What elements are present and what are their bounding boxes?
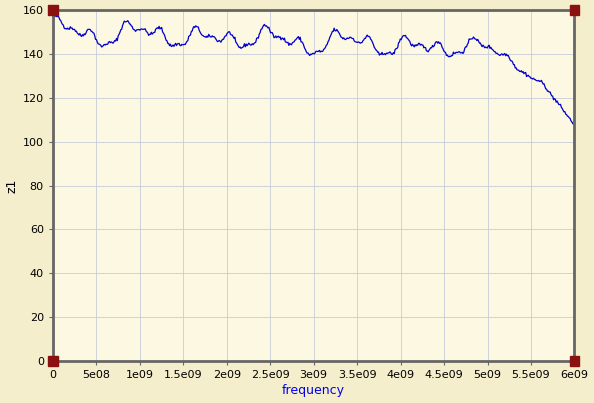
Bar xyxy=(48,356,58,366)
Bar xyxy=(570,356,579,366)
Bar xyxy=(48,5,58,15)
Y-axis label: z1: z1 xyxy=(5,179,18,193)
Bar xyxy=(570,5,579,15)
X-axis label: frequency: frequency xyxy=(282,384,345,397)
